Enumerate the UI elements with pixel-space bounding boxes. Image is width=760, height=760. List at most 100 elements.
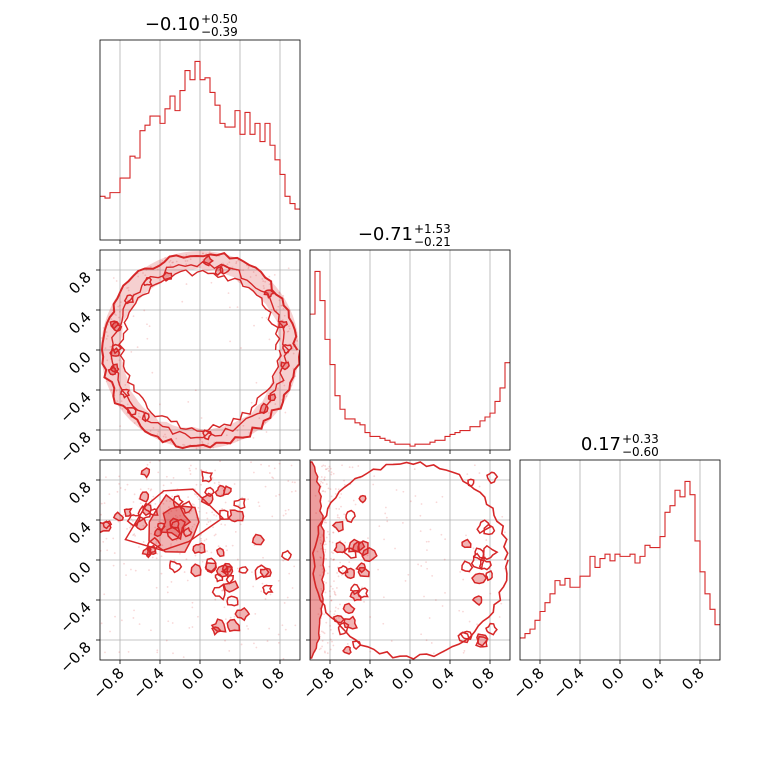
scatter-point (327, 487, 330, 490)
scatter-point (329, 648, 332, 651)
scatter-point (133, 609, 135, 612)
scatter-point (348, 561, 351, 564)
scatter-point (213, 513, 216, 516)
scatter-point (235, 260, 238, 263)
scatter-point (384, 506, 387, 509)
scatter-point (186, 579, 189, 582)
histogram-step-1 (310, 270, 510, 447)
cluster-contour-island (214, 573, 224, 583)
scatter-point (124, 384, 127, 386)
ring-contour-island (142, 277, 153, 287)
scatter-point (206, 550, 208, 552)
scatter-point (352, 499, 355, 502)
scatter-point (136, 346, 139, 349)
scatter-point (122, 513, 125, 516)
scatter-point (105, 331, 108, 333)
scatter-point (335, 587, 338, 589)
scatter-point (320, 594, 323, 597)
scatter-point (288, 327, 291, 330)
cluster-contour-island (227, 509, 245, 523)
scatter-point (425, 540, 428, 543)
scatter-point (262, 280, 265, 283)
scatter-point (281, 319, 284, 322)
scatter-point (346, 643, 349, 645)
band-contour-island (467, 478, 475, 488)
scatter-point (278, 493, 281, 496)
scatter-point (110, 318, 113, 321)
scatter-point (319, 564, 322, 567)
x-tick-label: −0.8 (299, 664, 337, 702)
panel-2-1 (306, 459, 511, 664)
band-contour-island (475, 635, 489, 648)
scatter-point (413, 468, 416, 471)
title-x2: 0.17 +0.33 −0.60 (581, 432, 659, 459)
scatter-point (214, 533, 217, 536)
ring-contour-island (263, 289, 276, 299)
scatter-point (142, 272, 144, 274)
scatter-point (319, 536, 322, 539)
ring-contour-island (214, 265, 224, 276)
scatter-point (195, 447, 198, 450)
scatter-point (288, 572, 291, 575)
scatter-point (319, 556, 321, 559)
scatter-point (328, 507, 331, 510)
scatter-point (219, 460, 221, 463)
scatter-point (293, 565, 296, 568)
title-x1: −0.71 +1.53 −0.21 (358, 222, 451, 249)
scatter-point (100, 502, 103, 505)
scatter-point (253, 642, 255, 645)
scatter-point (115, 389, 118, 392)
scatter-point (205, 523, 208, 526)
scatter-point (137, 275, 140, 278)
band-contour-island (486, 471, 499, 485)
scatter-point (146, 323, 148, 326)
scatter-point (290, 464, 293, 467)
scatter-point (130, 568, 132, 571)
scatter-point (340, 493, 343, 495)
scatter-point (229, 306, 231, 309)
panel-content-1-1 (310, 250, 510, 450)
scatter-point (108, 493, 111, 495)
scatter-point (321, 639, 324, 642)
x-tick-label: 0.8 (258, 664, 288, 694)
scatter-point (189, 469, 191, 472)
scatter-point (196, 495, 199, 498)
panel-content-2-2 (520, 460, 720, 660)
scatter-point (247, 627, 250, 630)
scatter-point (188, 627, 191, 629)
scatter-point (336, 514, 339, 517)
scatter-point (124, 488, 127, 491)
scatter-point (200, 539, 203, 542)
scatter-point (139, 416, 142, 419)
band-contour-island (478, 559, 492, 571)
scatter-point (261, 278, 264, 280)
scatter-point (336, 572, 339, 574)
scatter-point (104, 347, 107, 350)
panel-1-0 (96, 249, 301, 454)
scatter-point (148, 325, 151, 328)
cluster-contour-island (192, 542, 206, 554)
scatter-point (277, 305, 280, 308)
scatter-point (205, 470, 208, 473)
scatter-point (106, 359, 109, 362)
scatter-point (363, 600, 365, 603)
cluster-contour-island (172, 495, 184, 508)
scatter-point (215, 515, 218, 517)
scatter-point (239, 269, 242, 272)
scatter-point (200, 533, 202, 536)
scatter-point (120, 400, 123, 403)
scatter-point (237, 504, 240, 507)
scatter-point (154, 502, 157, 505)
cluster-contour (148, 493, 200, 553)
title-x0: −0.10 +0.50 −0.39 (145, 12, 238, 39)
scatter-point (332, 531, 334, 534)
scatter-point (493, 605, 496, 608)
scatter-point (149, 429, 152, 432)
scatter-point (268, 472, 271, 474)
scatter-point (242, 269, 245, 272)
scatter-point (329, 467, 332, 470)
scatter-point (117, 305, 120, 308)
scatter-point (185, 254, 188, 256)
scatter-point (369, 650, 372, 653)
scatter-point (250, 401, 253, 404)
